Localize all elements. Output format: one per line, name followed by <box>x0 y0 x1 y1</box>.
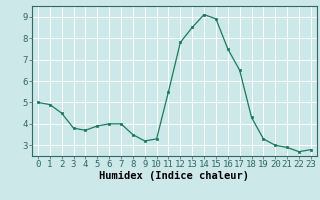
X-axis label: Humidex (Indice chaleur): Humidex (Indice chaleur) <box>100 171 249 181</box>
